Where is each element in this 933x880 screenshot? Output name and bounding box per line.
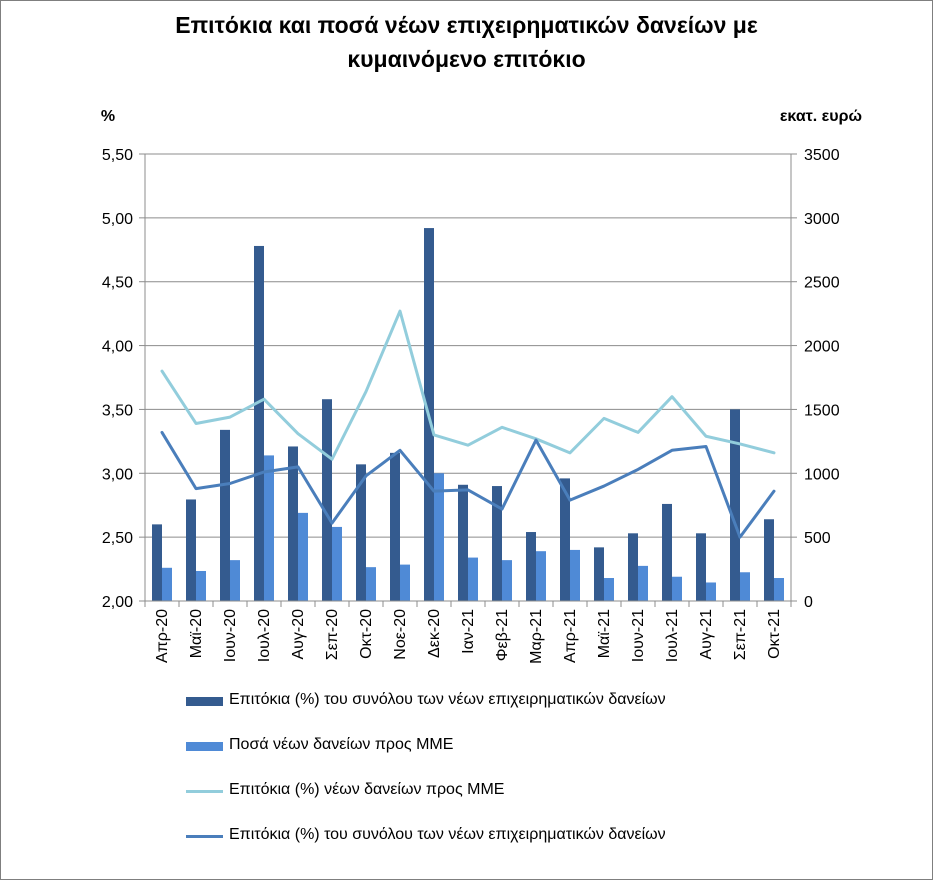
bar <box>662 503 672 601</box>
right-axis-tick-label: 1000 <box>804 466 840 483</box>
bar <box>162 567 172 601</box>
legend-swatch-light-bar <box>186 742 223 751</box>
bar <box>332 526 342 601</box>
left-axis-tick-label: 4,00 <box>102 339 133 356</box>
legend-item-total-rate-line: Επιτόκια (%) του συνόλου των νέων επιχει… <box>186 825 906 847</box>
right-axis-tick-label: 0 <box>804 594 813 611</box>
bar <box>220 429 230 601</box>
x-axis-tick-label: Ιουν-21 <box>630 609 647 662</box>
left-axis-tick-label: 3,50 <box>102 402 133 419</box>
legend-label: Επιτόκια (%) του συνόλου των νέων επιχει… <box>229 826 666 843</box>
bar <box>322 399 332 601</box>
bar <box>264 455 274 601</box>
chart-title-line-2: κυμαινόμενο επιτόκιο <box>347 46 586 72</box>
chart-title: Επιτόκια και ποσά νέων επιχειρηματικών δ… <box>0 8 933 76</box>
bar <box>400 564 410 601</box>
bar <box>298 512 308 601</box>
bar <box>366 567 376 601</box>
x-axis-tick-label: Οκτ-20 <box>358 609 375 659</box>
bar <box>570 549 580 601</box>
x-axis-tick-label: Νοε-20 <box>392 609 409 660</box>
x-axis-tick-label: Αυγ-20 <box>290 609 307 660</box>
right-axis-tick-label: 1500 <box>804 402 840 419</box>
bar <box>638 565 648 601</box>
x-axis-tick-label: Απρ-21 <box>562 609 579 663</box>
legend-swatch-dark-bar <box>186 697 223 706</box>
bar <box>356 464 366 601</box>
left-axis-tick-label: 2,00 <box>102 594 133 611</box>
legend-swatch-light-line <box>186 790 223 793</box>
right-axis-tick-label: 500 <box>804 530 831 547</box>
left-axis-label: % <box>101 108 115 125</box>
bar <box>604 578 614 601</box>
x-axis-tick-label: Ιουν-20 <box>222 609 239 662</box>
bar <box>672 576 682 601</box>
left-axis-tick-label: 5,50 <box>102 147 133 164</box>
bar <box>536 551 546 601</box>
left-axis-tick-label: 4,50 <box>102 275 133 292</box>
legend-item-sme-rate-line: Επιτόκια (%) νέων δανείων προς ΜΜΕ <box>186 780 906 802</box>
x-axis-tick-label: Σεπ-20 <box>324 609 341 660</box>
x-axis-tick-label: Μαρ-21 <box>528 609 545 664</box>
bar <box>492 486 502 601</box>
left-axis-tick-label: 5,00 <box>102 211 133 228</box>
bar <box>186 499 196 601</box>
series-line <box>160 430 776 539</box>
bar <box>468 557 478 601</box>
legend-item-total-rate-bars: Επιτόκια (%) του συνόλου των νέων επιχει… <box>186 690 906 712</box>
bar <box>730 409 740 601</box>
bar <box>254 245 264 601</box>
right-axis-tick-label: 3000 <box>804 211 840 228</box>
bar <box>560 478 570 601</box>
bar <box>288 446 298 601</box>
bar <box>764 519 774 601</box>
right-axis-tick-label: 3500 <box>804 147 840 164</box>
x-axis-tick-label: Οκτ-21 <box>766 609 783 659</box>
x-axis-tick-label: Μαϊ-21 <box>596 609 613 658</box>
left-axis-tick-label: 2,50 <box>102 530 133 547</box>
bar <box>152 524 162 601</box>
x-axis-tick-label: Δεκ-20 <box>426 609 443 658</box>
left-axis-tick-label: 3,00 <box>102 466 133 483</box>
legend-label: Επιτόκια (%) του συνόλου των νέων επιχει… <box>229 691 666 708</box>
series-line <box>160 309 776 461</box>
bar <box>740 572 750 601</box>
bar <box>628 533 638 601</box>
right-axis-label: εκατ. ευρώ <box>780 108 862 125</box>
legend-label: Ποσά νέων δανείων προς ΜΜΕ <box>229 736 454 753</box>
x-axis-tick-label: Φεβ-21 <box>494 609 511 661</box>
bar <box>390 452 400 601</box>
bar <box>706 582 716 601</box>
legend-item-sme-amount-bars: Ποσά νέων δανείων προς ΜΜΕ <box>186 735 906 757</box>
x-axis-tick-label: Αυγ-21 <box>698 609 715 660</box>
bar <box>696 533 706 601</box>
bar <box>196 570 206 601</box>
chart-title-line-1: Επιτόκια και ποσά νέων επιχειρηματικών δ… <box>175 12 758 38</box>
bar <box>594 547 604 601</box>
right-axis-tick-label: 2000 <box>804 339 840 356</box>
legend-swatch-dark-line <box>186 835 223 838</box>
bar <box>774 578 784 601</box>
bar <box>526 532 536 601</box>
x-axis-tick-label: Ιουλ-21 <box>664 609 681 662</box>
bar <box>230 560 240 601</box>
x-axis-tick-label: Ιουλ-20 <box>256 609 273 662</box>
legend-label: Επιτόκια (%) νέων δανείων προς ΜΜΕ <box>229 781 505 798</box>
bar <box>458 484 468 601</box>
bar <box>502 560 512 601</box>
x-axis-tick-label: Σεπ-21 <box>732 609 749 660</box>
bar <box>434 473 444 601</box>
x-axis-tick-label: Απρ-20 <box>154 609 171 663</box>
right-axis-tick-label: 2500 <box>804 275 840 292</box>
x-axis-tick-label: Μαϊ-20 <box>188 609 205 658</box>
x-axis-tick-label: Ιαν-21 <box>460 609 477 654</box>
